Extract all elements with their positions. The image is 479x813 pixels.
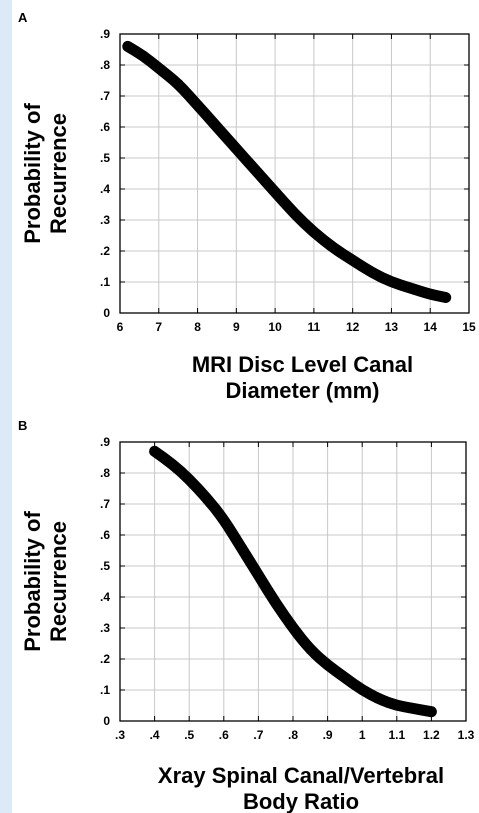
panel-b-y-tick-label: .1 bbox=[100, 683, 110, 697]
panel-b-data-point bbox=[391, 700, 402, 711]
panel-b-y-axis-title: Probability of bbox=[20, 511, 45, 652]
panel-a-y-tick-label: .4 bbox=[100, 182, 110, 196]
panel-b-x-tick-label: .3 bbox=[115, 728, 125, 742]
panel-b-data-point bbox=[305, 644, 316, 655]
panel-a-data-point bbox=[289, 208, 300, 219]
panel-a-y-tick-label: .8 bbox=[100, 58, 110, 72]
panel-a-y-tick-label: .9 bbox=[100, 27, 110, 41]
panel-a-y-tick-label: .6 bbox=[100, 120, 110, 134]
panel-b-data-point bbox=[288, 623, 298, 633]
panel-a-y-tick-label: .5 bbox=[100, 151, 110, 165]
figure-canvas: A6 7 8 9 10 11 12 13 14 150.1.2.3.4.5.6.7.8.9Prob… bbox=[18, 10, 476, 813]
panel-a-data-point bbox=[328, 242, 339, 253]
figure-page: A 6 7 8 9 10 11 12 13 14 15 0.1.2.3.4.5.6.7.8.9 Prob… bbox=[12, 0, 479, 813]
panel-b-x-tick-label: .7 bbox=[253, 728, 263, 742]
panel-b-data-point bbox=[270, 598, 281, 609]
panel-b-y-tick-label: .2 bbox=[100, 652, 110, 666]
panel-a-label: A bbox=[18, 10, 28, 25]
panel-a-data-point bbox=[211, 122, 222, 132]
panel-a-y-axis-title: Probability of bbox=[20, 103, 45, 244]
panel-b-data-point bbox=[409, 703, 420, 714]
panel-a-x-tick-label: 9 bbox=[233, 320, 240, 334]
panel-b-data-point bbox=[339, 672, 350, 683]
panel-b-x-tick-label: 1 bbox=[359, 728, 366, 742]
panel-b-label: B bbox=[18, 418, 27, 433]
panel-a-y-axis-title: Recurrence bbox=[46, 113, 71, 234]
panel-a-data-point bbox=[386, 277, 397, 287]
panel-b-x-axis-title: Xray Spinal Canal/Vertebral bbox=[158, 763, 444, 788]
panel-a-x-tick-label: 15 bbox=[462, 320, 476, 334]
panel-a-data-point bbox=[192, 100, 203, 111]
panel-b-x-axis-title: Body Ratio bbox=[243, 789, 359, 813]
panel-b-x-tick-label: .6 bbox=[219, 728, 229, 742]
panel-a-y-tick-label: .1 bbox=[100, 275, 110, 289]
panel-b-y-tick-label: 0 bbox=[103, 714, 110, 728]
panel-a-data-point bbox=[308, 227, 319, 238]
panel-b-data-point bbox=[218, 514, 229, 525]
panel-b-data-point bbox=[201, 492, 212, 503]
panel-b-y-tick-label: .9 bbox=[100, 435, 110, 449]
panel-b-y-tick-label: .5 bbox=[100, 559, 110, 573]
panel-b-y-tick-label: .7 bbox=[100, 497, 110, 511]
panel-b-y-tick-label: .8 bbox=[100, 466, 110, 480]
panel-a-x-axis-title: Diameter (mm) bbox=[225, 378, 379, 403]
panel-b-data-point bbox=[374, 694, 385, 705]
panel-b-data-point bbox=[322, 660, 333, 671]
panel-a-data-point bbox=[405, 283, 416, 294]
panel-a-data-point bbox=[231, 143, 242, 154]
panel-b-data-point bbox=[236, 542, 247, 553]
panel-a-x-tick-label: 14 bbox=[424, 320, 438, 334]
panel-b-y-tick-label: .6 bbox=[100, 528, 110, 542]
panel-a-y-tick-label: .7 bbox=[100, 89, 110, 103]
panel-a-data-point bbox=[270, 187, 281, 198]
panel-a-data-point bbox=[347, 255, 358, 266]
panel-a-data-point bbox=[250, 165, 261, 176]
panel-a-frame bbox=[119, 33, 470, 314]
panel-a-data-point bbox=[425, 289, 436, 300]
panel-a-x-tick-label: 12 bbox=[346, 320, 360, 334]
panel-b-x-tick-label: .4 bbox=[150, 728, 160, 742]
panel-b-data-point bbox=[149, 446, 160, 457]
panel-b-x-tick-label: .9 bbox=[323, 728, 333, 742]
panel-a-x-tick-label: 7 bbox=[155, 320, 162, 334]
panel-a-data-point bbox=[138, 50, 149, 61]
panel-a-x-tick-label: 10 bbox=[268, 320, 282, 334]
panel-b-data-point bbox=[253, 570, 264, 581]
panel-b-x-tick-label: .8 bbox=[288, 728, 298, 742]
panel-b-data-point bbox=[357, 685, 368, 695]
panel-b-x-tick-label: 1.3 bbox=[458, 728, 475, 742]
panel-a-x-tick-label: 8 bbox=[194, 320, 201, 334]
panel-b-y-tick-label: .3 bbox=[100, 621, 110, 635]
panel-b-x-tick-label: 1.2 bbox=[423, 728, 440, 742]
panel-a-x-tick-label: 13 bbox=[385, 320, 399, 334]
panel-a-data-point bbox=[173, 78, 184, 89]
panel-a-x-axis-title: MRI Disc Level Canal bbox=[192, 352, 413, 377]
panel-b-data-point bbox=[426, 706, 437, 717]
panel-b-data-point bbox=[184, 474, 195, 485]
panel-b-x-tick-label: 1.1 bbox=[388, 728, 405, 742]
panel-a-y-tick-label: 0 bbox=[103, 306, 110, 320]
panel-a-y-tick-label: .2 bbox=[100, 244, 110, 258]
panel-b-y-tick-label: .4 bbox=[100, 590, 110, 604]
panel-a-data-point bbox=[367, 267, 378, 278]
panel-b-data-point bbox=[166, 458, 177, 469]
panel-a-data-point bbox=[153, 63, 164, 74]
panel-a-x-tick-label: 6 bbox=[117, 320, 124, 334]
panel-a-data-point bbox=[440, 292, 451, 303]
panel-a-y-tick-label: .3 bbox=[100, 213, 110, 227]
panel-a-x-tick-label: 11 bbox=[308, 320, 321, 334]
panel-b-y-axis-title: Recurrence bbox=[46, 521, 71, 642]
panel-a-data-point bbox=[122, 41, 133, 52]
panel-b-x-tick-label: .5 bbox=[184, 728, 194, 742]
